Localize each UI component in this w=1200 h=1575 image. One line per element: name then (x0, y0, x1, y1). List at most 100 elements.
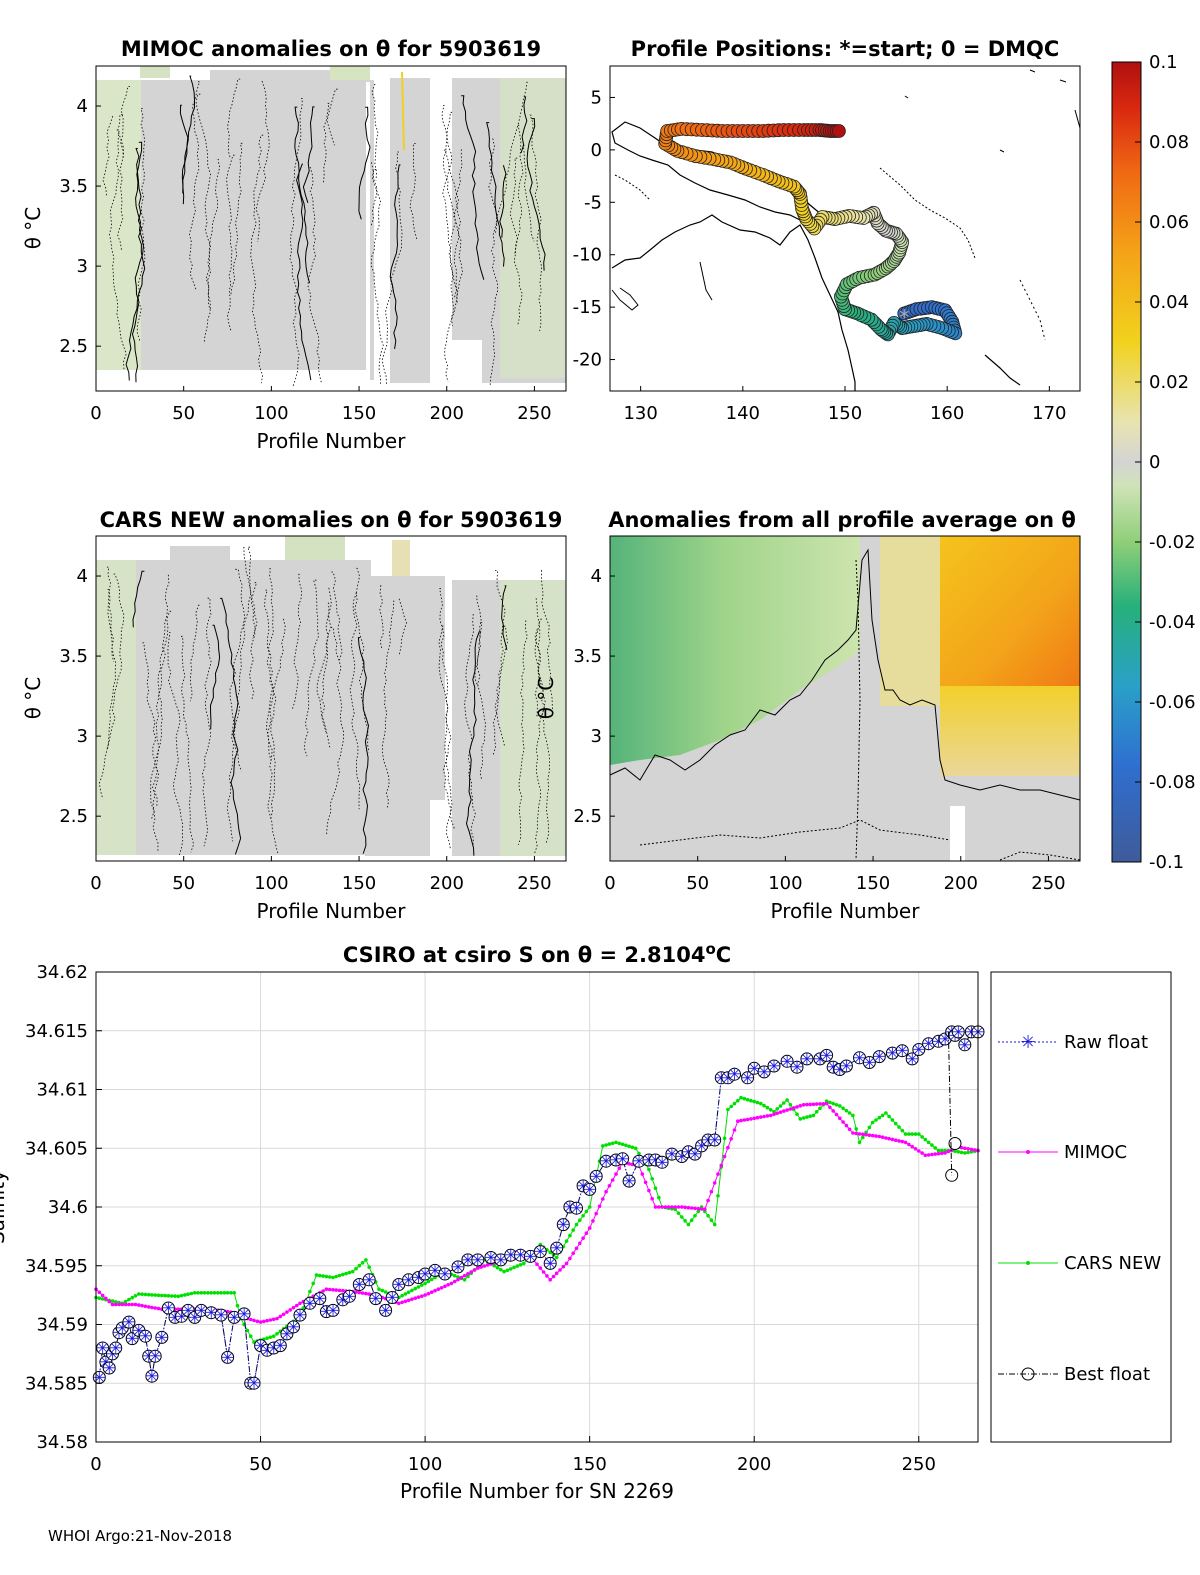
cars-new-point (466, 1274, 470, 1279)
cars-new-point (953, 1149, 957, 1153)
best-float-point (905, 1052, 919, 1066)
cars-new-point (709, 1218, 714, 1222)
positions-title: Profile Positions: *=start; 0 = DMQC (631, 37, 1060, 61)
mimoc-point (709, 1189, 714, 1194)
mimoc-point (479, 1265, 483, 1269)
mimoc-point (874, 1134, 878, 1138)
cars-new-point (956, 1150, 961, 1154)
allavg-axes-frame (609, 535, 1081, 862)
mimoc-point (716, 1172, 720, 1176)
negative-contour-line (371, 84, 379, 181)
raw-float-point: ✳ (204, 1304, 218, 1324)
colorbar-tick-label: -0.02 (1149, 532, 1196, 553)
cars-new-point (633, 1146, 638, 1151)
cars-new-point (795, 1112, 799, 1116)
allavg-xlabel: Profile Number (771, 899, 921, 923)
mimoc-point (795, 1105, 799, 1109)
cars-new-point (337, 1273, 342, 1278)
negative-contour-line (522, 144, 535, 242)
negative-contour-line (409, 143, 418, 240)
allavg-ylabel: θ °C (534, 677, 558, 720)
salinity-title-main: CSIRO at csiro S on θ = 2.8104 (343, 943, 706, 967)
raw-float-point: ✳ (533, 1243, 547, 1263)
raw-float-point: ✳ (665, 1145, 679, 1165)
allavg-ticks: 0 50 100 150 200 250 2.5 3 3.5 4 (573, 566, 1065, 894)
mimoc-point (258, 1320, 263, 1324)
colorbar-tick-label: 0.1 (1149, 52, 1178, 73)
negative-contour-line (322, 102, 330, 184)
cars-new-point (209, 1291, 213, 1295)
zero-contour-line (125, 148, 146, 381)
cars-new-point (930, 1143, 934, 1147)
cars-new-point (318, 1273, 322, 1278)
y-tick-label: -15 (573, 297, 602, 318)
best-float-point (273, 1339, 287, 1353)
cars-new-point (176, 1294, 181, 1299)
cars-new-point (222, 1291, 227, 1295)
mimoc-point (354, 1290, 358, 1294)
raw-float-point: ✳ (148, 1347, 162, 1367)
mimoc-point (907, 1142, 911, 1147)
mimoc-point (755, 1115, 760, 1120)
mimoc-point (397, 1301, 401, 1306)
mimoc-point (834, 1112, 839, 1117)
cars-new-point (903, 1132, 908, 1136)
colorbar-tick-label: -0.08 (1149, 772, 1196, 793)
mimoc-point (920, 1151, 924, 1155)
best-float-point (741, 1071, 755, 1085)
cars-new-point (587, 1205, 592, 1209)
cars-new-point (910, 1132, 914, 1136)
mimoc-point (791, 1106, 796, 1110)
mimoc-point (966, 1147, 970, 1151)
x-tick-label: 250 (517, 403, 551, 424)
best-float-point (145, 1369, 159, 1383)
cars-new-point (831, 1101, 835, 1106)
best-float-point (221, 1350, 235, 1364)
negative-contour-line (381, 151, 403, 385)
mimoc-point (943, 1151, 947, 1155)
x-tick-label: 0 (90, 1454, 101, 1475)
raw-float-point: ✳ (583, 1180, 597, 1200)
mimoc-point (410, 1297, 414, 1301)
mimoc-point (436, 1287, 441, 1291)
allavg-transition-region (880, 536, 940, 706)
y-tick-label: 34.58 (36, 1432, 88, 1453)
cars-new-point (350, 1269, 355, 1274)
x-tick-label: 0 (604, 873, 615, 894)
cars-new-point (377, 1287, 381, 1291)
cars-new-point (913, 1132, 918, 1136)
cars-gap (430, 800, 452, 856)
cars-new-point (169, 1294, 174, 1298)
cars-new-point (818, 1106, 822, 1111)
negative-contour-line (444, 149, 463, 383)
raw-float-point: ✳ (194, 1301, 208, 1321)
best-float-point (951, 1025, 965, 1039)
mimoc-point (456, 1277, 460, 1282)
mimoc-point (607, 1184, 612, 1188)
cars-new-point (749, 1098, 753, 1103)
mimoc-point (433, 1288, 437, 1293)
negative-contour-line (381, 600, 395, 810)
cars-new-point (357, 1263, 362, 1268)
zero-contour-line (389, 164, 401, 349)
mimoc-yellow-streak (401, 71, 405, 151)
legend: ✳ Raw float MIMOC CARS NEW Best float (990, 971, 1172, 1443)
mimoc-point (903, 1140, 908, 1145)
raw-float-point: ✳ (273, 1337, 287, 1357)
best-float-point (570, 1201, 583, 1215)
mimoc-point (551, 1274, 556, 1279)
mimoc-field-green-right (500, 78, 566, 378)
x-tick-label: 150 (856, 873, 890, 894)
cars-new-point (778, 1104, 783, 1108)
best-float-point (102, 1361, 116, 1375)
y-tick-label: 34.605 (25, 1138, 88, 1159)
salinity-panel: CSIRO at csiro S on θ = 2.8104oC ✳✳✳✳✳✳✳… (0, 940, 985, 1503)
negative-contour-line (181, 635, 195, 853)
cars-new-point (502, 1269, 506, 1274)
negative-contour-line (370, 162, 378, 227)
allavg-zero-contour (609, 548, 1081, 801)
negative-contour-line (331, 571, 343, 661)
raw-float-point: ✳ (504, 1246, 518, 1266)
cars-new-point (581, 1214, 585, 1218)
allavg-dotted-contour (639, 819, 951, 846)
